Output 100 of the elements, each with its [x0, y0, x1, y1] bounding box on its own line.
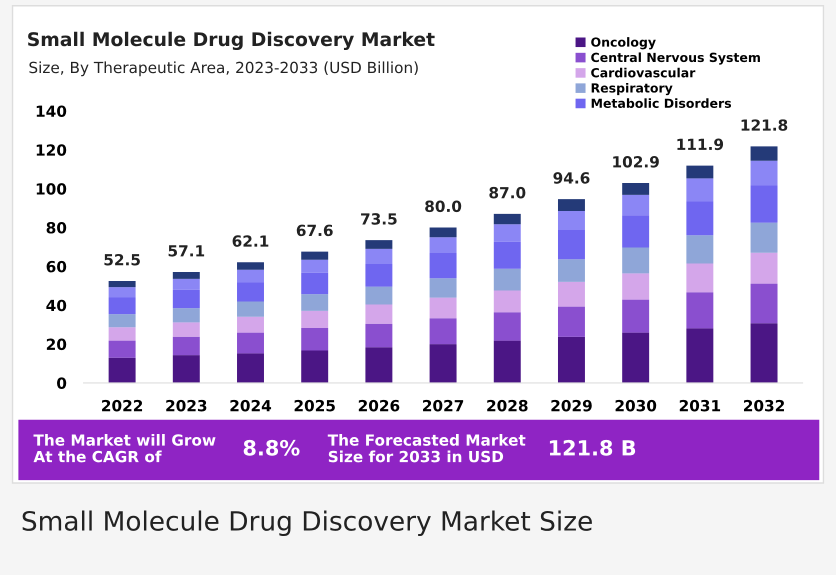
bar: [172, 308, 200, 322]
total-label: 121.8: [742, 119, 788, 131]
bar: [430, 252, 457, 278]
legend-label: Cardiovascular: [591, 68, 696, 78]
y-tick-label: 20: [46, 338, 66, 350]
bar: [622, 183, 650, 195]
bar: [622, 300, 650, 333]
bar: [686, 292, 714, 328]
bar: [622, 194, 650, 216]
text: Small Molecule Drug Discovery Market Size: [22, 510, 592, 536]
bar: [686, 328, 714, 383]
bar: [301, 328, 328, 351]
total-label: 73.5: [361, 213, 397, 225]
bar: [108, 314, 136, 328]
x-tick-label: 2024: [230, 400, 272, 412]
bar: [237, 282, 264, 302]
bar: [237, 262, 264, 270]
total-label: 80.0: [425, 200, 462, 212]
x-tick-label: 2022: [102, 400, 142, 412]
y-tick-label: 80: [46, 222, 66, 234]
bar: [494, 224, 521, 242]
total-label: 52.5: [104, 254, 140, 266]
bar: [430, 318, 457, 344]
total-label: 62.1: [232, 235, 268, 247]
legend-label: Oncology: [591, 37, 656, 50]
bar: [750, 252, 778, 284]
x-tick-label: 2030: [616, 400, 656, 412]
bar: [365, 304, 392, 324]
bar: [558, 199, 585, 212]
bar: [750, 160, 778, 186]
text: 8.8%: [244, 440, 300, 456]
bar: [686, 178, 714, 202]
bar: [108, 297, 136, 314]
bar: [622, 248, 650, 274]
bar: [365, 264, 392, 287]
bar: [301, 252, 328, 260]
legend-label: Respiratory: [592, 82, 673, 96]
x-tick-label: 2027: [423, 400, 464, 412]
y-tick-label: 100: [36, 183, 66, 195]
bar: [622, 215, 650, 248]
bar: [558, 211, 585, 230]
y-tick-label: 40: [46, 300, 66, 312]
bar: [365, 324, 392, 348]
bar: [237, 316, 264, 333]
bar: [494, 290, 521, 312]
y-tick-label: 60: [46, 260, 66, 272]
bar: [365, 240, 392, 249]
bar: [172, 272, 200, 279]
bar: [365, 347, 392, 383]
bar: [108, 327, 136, 341]
bar: [108, 340, 136, 358]
bar: [750, 146, 778, 161]
bar: [237, 302, 264, 317]
x-tick-label: 2025: [294, 400, 335, 412]
x-tick-label: 2029: [551, 400, 592, 412]
bar: [301, 260, 328, 273]
bar: [750, 284, 778, 324]
total-label: 67.6: [296, 224, 333, 236]
bar: [172, 322, 200, 337]
bar: [622, 273, 650, 300]
y-tick-label: 0: [57, 377, 66, 389]
text: The Forecasted Market Size for 2033 in USD: [328, 434, 526, 462]
bar: [430, 298, 457, 318]
bar: [237, 332, 264, 354]
bar: [558, 259, 585, 282]
bar: [686, 201, 714, 236]
bar: [301, 272, 328, 294]
bar: [558, 230, 585, 260]
total-label: 57.1: [168, 245, 204, 257]
bar: [108, 287, 136, 298]
bar: [108, 280, 136, 288]
bar: [172, 336, 200, 356]
bar: [430, 344, 457, 383]
total-label: 87.0: [489, 186, 526, 198]
bar: [365, 248, 392, 264]
total-label: 94.6: [553, 172, 590, 184]
bar: [622, 332, 650, 383]
total-label: 111.9: [677, 138, 724, 150]
x-tick-label: 2026: [358, 400, 400, 412]
y-tick-label: 140: [36, 105, 66, 117]
total-label: 102.9: [613, 156, 659, 168]
bar: [237, 353, 264, 383]
x-tick-label: 2028: [487, 400, 528, 412]
bar: [494, 340, 521, 383]
bar: [494, 312, 521, 341]
x-tick-label: 2031: [680, 400, 720, 412]
x-tick-label: 2032: [744, 400, 784, 412]
bar: [750, 323, 778, 383]
text: The Market will Grow At the CAGR of: [34, 434, 216, 462]
bar: [172, 278, 200, 290]
bar: [301, 310, 328, 328]
bar: [750, 222, 778, 253]
bar: [430, 228, 457, 238]
bar: [750, 185, 778, 223]
bar: [365, 286, 392, 304]
x-tick-label: 2023: [166, 400, 206, 412]
bar: [558, 336, 585, 383]
legend-label: Central Nervous System: [591, 52, 760, 65]
bar: [430, 278, 457, 298]
y-tick-label: 120: [36, 144, 66, 156]
